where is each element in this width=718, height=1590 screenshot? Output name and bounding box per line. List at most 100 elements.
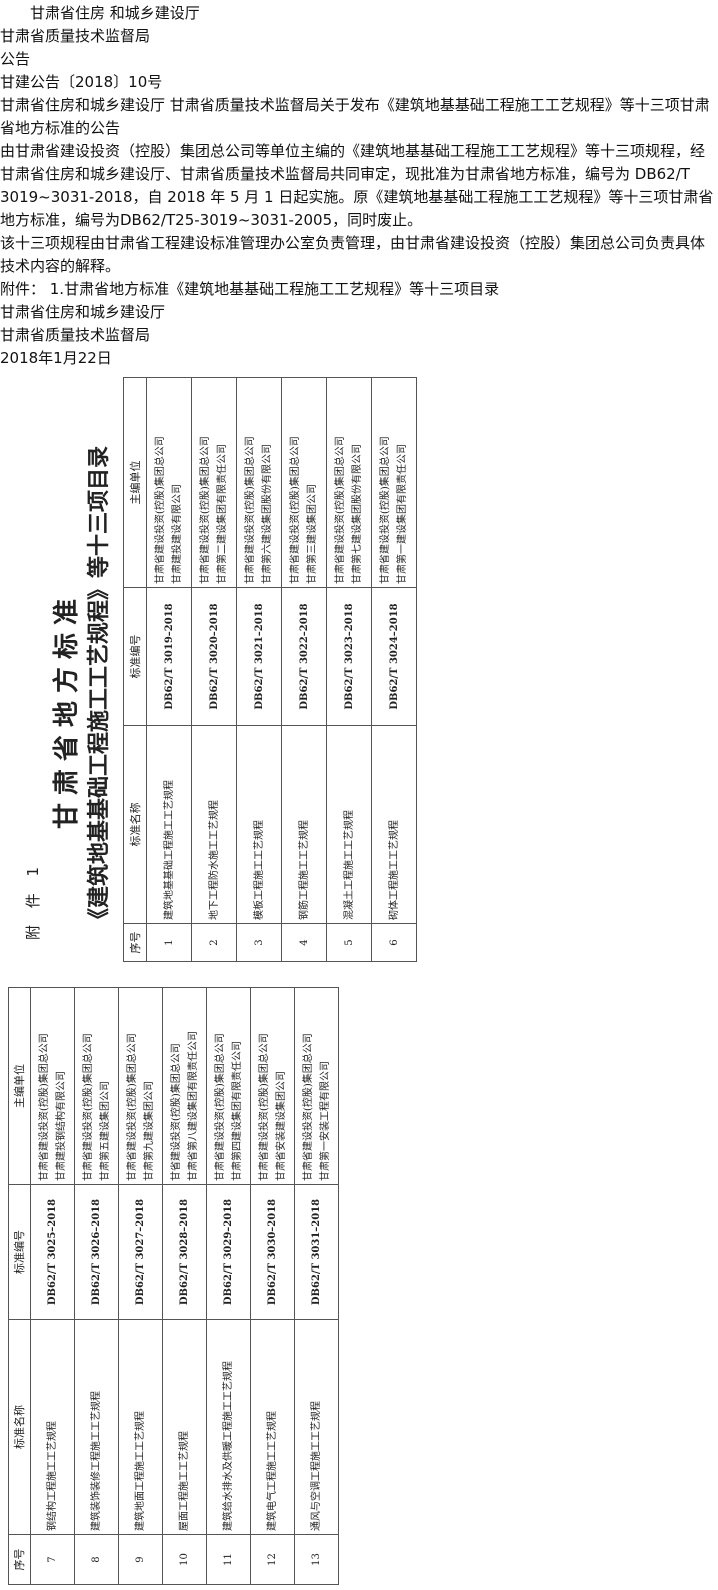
- unit-line: 甘肃建投钢结构有限公司: [55, 1071, 67, 1181]
- cell-code: DB62/T 3031–2018: [294, 1184, 339, 1320]
- unit-line: 甘肃省建设投资(控股)集团总公司: [214, 1033, 226, 1181]
- cell-code: DB62/T 3022–2018: [281, 587, 327, 726]
- cell-no: 5: [326, 923, 372, 962]
- cell-no: 8: [74, 1534, 119, 1585]
- unit-line: 甘肃第二建设集团有限责任公司: [217, 444, 228, 584]
- cell-no: 10: [162, 1534, 207, 1585]
- unit-line: 甘肃省建设投资(控股)集团总公司: [380, 436, 391, 584]
- unit-line: 甘肃省建设投资(控股)集团总公司: [200, 436, 211, 584]
- paragraph-2: 该十三项规程由甘肃省工程建设标准管理办公室负责管理，由甘肃省建设投资（控股）集团…: [0, 234, 706, 275]
- cell-name: 屋面工程施工工艺规程: [162, 1319, 207, 1535]
- cell-unit: 甘肃省建设投资(控股)集团总公司 甘肃第一安装工程有限公司: [294, 987, 339, 1185]
- signature-2: 甘肃省质量技术监督局: [0, 326, 151, 344]
- unit-line: 甘肃省建设投资(控股)集团总公司: [38, 1033, 50, 1181]
- unit-line: 甘肃第六建设集团股份有限公司: [262, 444, 273, 584]
- table-row: 5 混凝土工程施工工艺规程 DB62/T 3023–2018 甘肃省建设投资(控股)集…: [326, 377, 372, 962]
- cell-code: DB62/T 3030–2018: [250, 1184, 295, 1320]
- cell-code: DB62/T 3021–2018: [236, 587, 282, 726]
- cell-unit: 甘肃省建设投资(控股)集团总公司 甘肃第三建设集团公司: [281, 377, 327, 588]
- issuer-line: 甘肃省住房 和城乡建设厅: [30, 4, 200, 22]
- table-row: 12 建筑电气工程施工工艺规程 DB62/T 3030–2018 甘肃省建设投资(控股…: [250, 987, 295, 1585]
- cell-code: DB62/T 3023–2018: [326, 587, 372, 726]
- standards-table-part-2: 序号 标准名称 标准编号 主编单位 7 钢结构工程施工工艺规程 DB62/T 3025–20…: [8, 987, 339, 1585]
- cell-unit: 甘肃省建设投资(控股)集团总公司 甘肃第七建设集团股份有限公司: [326, 377, 372, 588]
- unit-line: 甘肃第四建设集团有限责任公司: [231, 1041, 243, 1181]
- table-header-row: 序号 标准名称 标准编号 主编单位: [8, 987, 31, 1585]
- cell-no: 9: [118, 1534, 163, 1585]
- header-unit: 主编单位: [8, 987, 31, 1185]
- table-row: 7 钢结构工程施工工艺规程 DB62/T 3025–2018 甘肃省建设投资(控股)集…: [30, 987, 75, 1585]
- paragraph-1: 由甘肃省建设投资（控股）集团总公司等单位主编的《建筑地基基础工程施工工艺规程》等…: [0, 142, 714, 229]
- cell-name: 钢筋工程施工工艺规程: [281, 725, 327, 924]
- table-header-row: 序号 标准名称 标准编号 主编单位: [123, 377, 147, 962]
- notice-text: 甘肃省住房 和城乡建设厅 甘肃省质量技术监督局 公告 甘建公告〔2018〕10号…: [0, 2, 716, 370]
- unit-line: 甘肃第三建设集团公司: [307, 484, 318, 584]
- cell-code: DB62/T 3019–2018: [146, 587, 192, 726]
- cell-unit: 甘肃省建设投资(控股)集团总公司 甘肃第五建设集团公司: [74, 987, 119, 1185]
- cell-no: 6: [371, 923, 417, 962]
- cell-no: 3: [236, 923, 282, 962]
- cell-name: 地下工程防水施工工艺规程: [191, 725, 237, 924]
- unit-line: 甘肃省建设投资(控股)集团总公司: [290, 436, 301, 584]
- table-row: 8 建筑装饰装修工程施工工艺规程 DB62/T 3026–2018 甘肃省建设投资(控…: [74, 987, 119, 1585]
- appendix-title-line-1: 甘肃省地方标准: [52, 591, 82, 830]
- cell-name: 建筑给水排水及供暖工程施工工艺规程: [206, 1319, 251, 1535]
- cell-unit: 甘肃省建设投资(控股)集团总公司 甘肃第九建设集团公司: [118, 987, 163, 1185]
- cell-unit: 甘肃省建设投资(控股)集团总公司 甘肃第二建设集团有限责任公司: [191, 377, 237, 588]
- cell-code: DB62/T 3025–2018: [30, 1184, 75, 1320]
- cell-no: 13: [294, 1534, 339, 1585]
- cell-name: 通风与空调工程施工工艺规程: [294, 1319, 339, 1535]
- cell-name: 混凝土工程施工工艺规程: [326, 725, 372, 924]
- unit-line: 甘肃第九建设集团公司: [143, 1081, 155, 1181]
- cell-unit: 甘肃省建设投资(控股)集团总公司 甘肃建投建设有限公司: [146, 377, 192, 588]
- cell-no: 4: [281, 923, 327, 962]
- cell-name: 砌体工程施工工艺规程: [371, 725, 417, 924]
- unit-line: 甘肃省建设投资(控股)集团总公司: [245, 436, 256, 584]
- table-row: 6 砌体工程施工工艺规程 DB62/T 3024–2018 甘肃省建设投资(控股)集团…: [371, 377, 417, 962]
- header-code: 标准编号: [8, 1184, 31, 1320]
- table-row: 9 建筑地面工程施工工艺规程 DB62/T 3027–2018 甘肃省建设投资(控股)…: [118, 987, 163, 1585]
- header-name: 标准名称: [123, 725, 147, 924]
- unit-line: 甘肃建投建设有限公司: [172, 484, 183, 584]
- cell-code: DB62/T 3029–2018: [206, 1184, 251, 1320]
- unit-line: 甘肃省建设投资(控股)集团总公司: [126, 1033, 138, 1181]
- cell-no: 11: [206, 1534, 251, 1585]
- issuer-2: 甘肃省质量技术监督局: [0, 27, 151, 45]
- notice-title: 甘肃省住房和城乡建设厅 甘肃省质量技术监督局关于发布《建筑地基基础工程施工工艺规…: [0, 96, 710, 137]
- header-unit: 主编单位: [123, 377, 147, 588]
- table-row: 2 地下工程防水施工工艺规程 DB62/T 3020–2018 甘肃省建设投资(控股)…: [191, 377, 237, 962]
- table-row: 10 屋面工程施工工艺规程 DB62/T 3028–2018 甘省建设投资(控股)集团…: [162, 987, 207, 1585]
- cell-code: DB62/T 3026–2018: [74, 1184, 119, 1320]
- cell-code: DB62/T 3027–2018: [118, 1184, 163, 1320]
- cell-name: 建筑电气工程施工工艺规程: [250, 1319, 295, 1535]
- notice-type: 公告: [0, 50, 31, 68]
- header-code: 标准编号: [123, 587, 147, 726]
- cell-no: 12: [250, 1534, 295, 1585]
- appendix-title-line-2: 《建筑地基基础工程施工工艺规程》等十三项目录: [86, 445, 112, 930]
- cell-name: 钢结构工程施工工艺规程: [30, 1319, 75, 1535]
- unit-line: 甘肃省第八建设集团有限责任公司: [187, 1031, 199, 1181]
- unit-line: 甘肃第七建设集团股份有限公司: [352, 444, 363, 584]
- cell-no: 2: [191, 923, 237, 962]
- signature-1: 甘肃省住房和城乡建设厅: [0, 303, 166, 321]
- unit-line: 甘肃第一安装工程有限公司: [319, 1061, 331, 1181]
- cell-name: 建筑地基基础工程施工工艺规程: [146, 725, 192, 924]
- unit-line: 甘肃省建设投资(控股)集团总公司: [302, 1033, 314, 1181]
- cell-unit: 甘肃省建设投资(控股)集团总公司 甘肃第六建设集团股份有限公司: [236, 377, 282, 588]
- cell-no: 1: [146, 923, 192, 962]
- table-row: 3 模板工程施工工艺规程 DB62/T 3021–2018 甘肃省建设投资(控股)集团…: [236, 377, 282, 962]
- unit-line: 甘肃省建设投资(控股)集团总公司: [82, 1033, 94, 1181]
- header-no: 序号: [8, 1534, 31, 1585]
- unit-line: 甘肃省建设投资(控股)集团总公司: [258, 1033, 270, 1181]
- table-row: 11 建筑给水排水及供暖工程施工工艺规程 DB62/T 3029–2018 甘肃省建设…: [206, 987, 251, 1585]
- unit-line: 甘肃省建设投资(控股)集团总公司: [155, 436, 166, 584]
- doc-number: 甘建公告〔2018〕10号: [0, 73, 163, 91]
- appendix-label: 附 件 1: [24, 860, 42, 940]
- unit-line: 甘肃第一建设集团有限责任公司: [397, 444, 408, 584]
- cell-unit: 甘肃省建设投资(控股)集团总公司 甘肃建投钢结构有限公司: [30, 987, 75, 1185]
- cell-code: DB62/T 3020–2018: [191, 587, 237, 726]
- table-row: 1 建筑地基基础工程施工工艺规程 DB62/T 3019–2018 甘肃省建设投资(控…: [146, 377, 192, 962]
- cell-unit: 甘肃省建设投资(控股)集团总公司 甘肃第四建设集团有限责任公司: [206, 987, 251, 1185]
- notice-date: 2018年1月22日: [0, 349, 112, 367]
- cell-unit: 甘肃省建设投资(控股)集团总公司 甘肃第一建设集团有限责任公司: [371, 377, 417, 588]
